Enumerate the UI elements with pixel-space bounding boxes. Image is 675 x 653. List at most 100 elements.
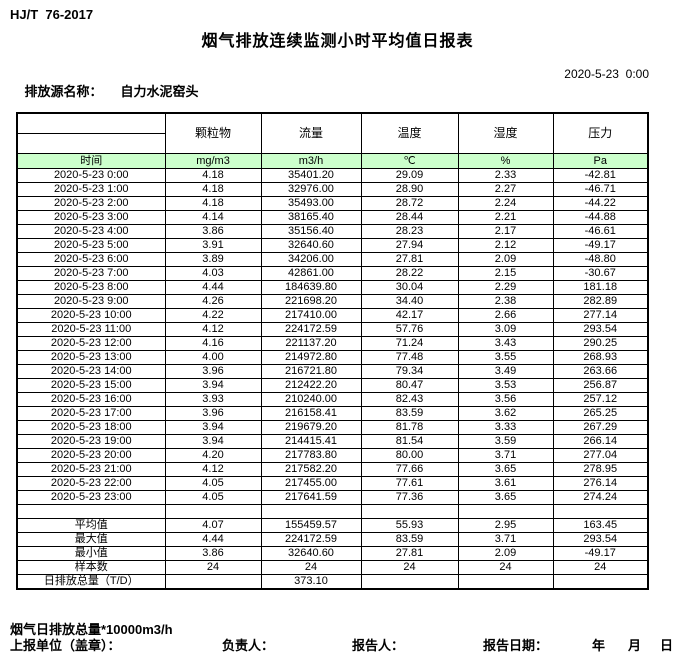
row-flow: 216721.80 [260,364,362,379]
unit-pressure: Pa [552,153,649,169]
row-particulate: 3.96 [164,364,262,379]
row-temperature: 80.00 [360,448,459,463]
row-particulate: 3.89 [164,252,262,267]
summary-rows: 平均值 4.07 155459.57 55.93 2.95 163.45 最大值… [16,518,649,590]
row-particulate: 3.94 [164,434,262,449]
emission-source-label: 排放源名称： [24,84,103,99]
summary-pressure: 293.54 [552,532,649,547]
emission-source-line: 排放源名称： 自力水泥窑头 [10,66,198,115]
summary-pressure [552,574,649,590]
row-pressure: 257.12 [552,392,649,407]
row-time: 2020-5-23 23:00 [16,490,166,505]
row-time: 2020-5-23 18:00 [16,420,166,435]
row-pressure: -46.71 [552,182,649,197]
row-pressure: 274.24 [552,490,649,505]
row-particulate: 4.26 [164,294,262,309]
row-particulate: 4.05 [164,490,262,505]
column-header-flow: 流量 [260,112,362,154]
hourly-average-table: 颗粒物 流量 温度 湿度 压力 时间 mg/m3 m3/h ℃ % Pa [16,112,649,590]
unit-flow: m3/h [260,153,362,169]
row-time: 2020-5-23 10:00 [16,308,166,323]
row-humidity: 3.43 [457,336,554,351]
spacer-cell [457,504,554,519]
row-humidity: 3.09 [457,322,554,337]
row-particulate: 4.00 [164,350,262,365]
row-flow: 221698.20 [260,294,362,309]
table-row: 2020-5-23 23:00 4.05 217641.59 77.36 3.6… [16,490,649,505]
month-label: 月 [628,638,642,653]
row-time: 2020-5-23 21:00 [16,462,166,477]
row-flow: 32640.60 [260,238,362,253]
summary-particulate: 3.86 [164,546,262,561]
row-pressure: 276.14 [552,476,649,491]
row-temperature: 57.76 [360,322,459,337]
row-temperature: 77.66 [360,462,459,477]
table-row: 2020-5-23 14:00 3.96 216721.80 79.34 3.4… [16,364,649,379]
spacer-section [16,504,649,519]
summary-humidity: 3.71 [457,532,554,547]
summary-particulate: 4.44 [164,532,262,547]
row-temperature: 34.40 [360,294,459,309]
row-pressure: 293.54 [552,322,649,337]
unit-temperature: ℃ [360,153,459,169]
row-humidity: 3.71 [457,448,554,463]
row-humidity: 2.66 [457,308,554,323]
year-label: 年 [592,638,606,653]
summary-label: 平均值 [16,518,166,533]
footer-signature-line: 上报单位（盖章）： 负责人： 报告人： 报告日期： 年 月 日 [0,635,675,653]
row-temperature: 79.34 [360,364,459,379]
row-flow: 214972.80 [260,350,362,365]
row-humidity: 2.38 [457,294,554,309]
row-time: 2020-5-23 4:00 [16,224,166,239]
row-flow: 224172.59 [260,322,362,337]
row-flow: 34206.00 [260,252,362,267]
summary-humidity: 2.09 [457,546,554,561]
row-pressure: 266.14 [552,434,649,449]
row-humidity: 2.27 [457,182,554,197]
row-particulate: 4.16 [164,336,262,351]
row-time: 2020-5-23 1:00 [16,182,166,197]
row-temperature: 77.36 [360,490,459,505]
table-row: 2020-5-23 21:00 4.12 217582.20 77.66 3.6… [16,462,649,477]
summary-flow: 24 [260,560,362,575]
row-particulate: 3.91 [164,238,262,253]
row-pressure: -44.22 [552,196,649,211]
row-humidity: 3.53 [457,378,554,393]
row-time: 2020-5-23 12:00 [16,336,166,351]
row-temperature: 81.54 [360,434,459,449]
table-row: 2020-5-23 9:00 4.26 221698.20 34.40 2.38… [16,294,649,309]
row-temperature: 77.61 [360,476,459,491]
summary-flow: 32640.60 [260,546,362,561]
row-temperature: 80.47 [360,378,459,393]
row-time: 2020-5-23 13:00 [16,350,166,365]
table-row: 2020-5-23 8:00 4.44 184639.80 30.04 2.29… [16,280,649,295]
row-temperature: 30.04 [360,280,459,295]
table-row: 2020-5-23 7:00 4.03 42861.00 28.22 2.15 … [16,266,649,281]
row-flow: 210240.00 [260,392,362,407]
table-row: 2020-5-23 6:00 3.89 34206.00 27.81 2.09 … [16,252,649,267]
row-particulate: 4.05 [164,476,262,491]
row-particulate: 4.12 [164,322,262,337]
row-time: 2020-5-23 7:00 [16,266,166,281]
summary-humidity [457,574,554,590]
row-humidity: 3.65 [457,462,554,477]
row-pressure: -48.80 [552,252,649,267]
row-pressure: 277.14 [552,308,649,323]
summary-particulate: 24 [164,560,262,575]
summary-label: 最大值 [16,532,166,547]
row-flow: 219679.20 [260,420,362,435]
page-title: 烟气排放连续监测小时平均值日报表 [201,33,474,50]
table-row: 2020-5-23 5:00 3.91 32640.60 27.94 2.12 … [16,238,649,253]
table-row: 2020-5-23 16:00 3.93 210240.00 82.43 3.5… [16,392,649,407]
row-flow: 217455.00 [260,476,362,491]
report-date-label: 报告日期： [483,638,549,653]
row-temperature: 27.81 [360,252,459,267]
emission-source-name: 自力水泥窑头 [120,84,199,99]
row-pressure: -30.67 [552,266,649,281]
column-header-temperature: 温度 [360,112,459,154]
day-label: 日 [660,638,674,653]
row-flow: 217783.80 [260,448,362,463]
summary-label: 样本数 [16,560,166,575]
summary-particulate: 4.07 [164,518,262,533]
row-time: 2020-5-23 3:00 [16,210,166,225]
